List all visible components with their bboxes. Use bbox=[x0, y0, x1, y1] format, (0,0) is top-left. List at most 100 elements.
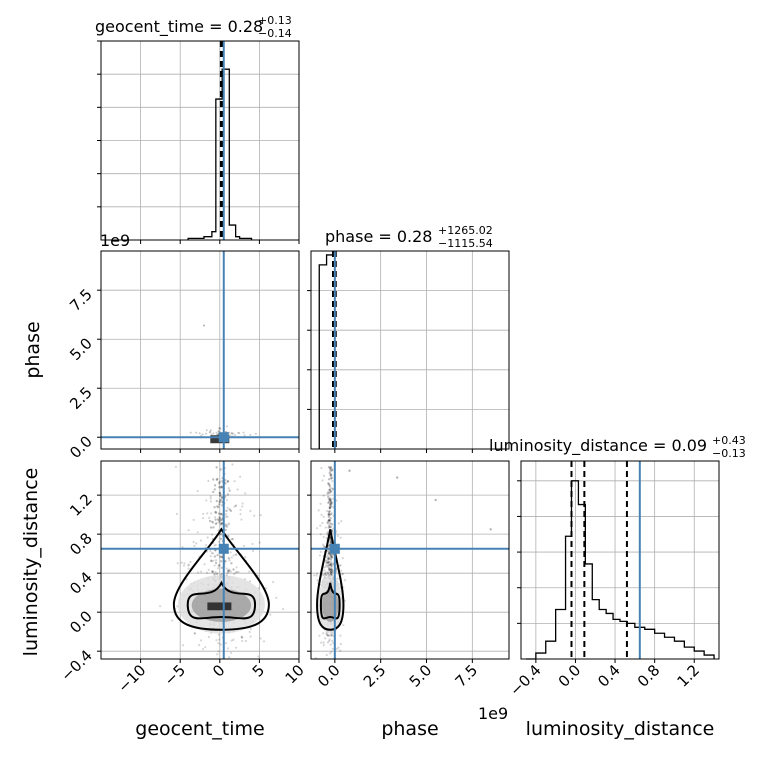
scatter-phase-vs-geocent-time-sample-point-18 bbox=[232, 432, 235, 435]
scatter-phase-vs-geocent-time-sample-point-1 bbox=[254, 432, 257, 435]
scatter-luminosity-distance-vs-phase-sample-point-16 bbox=[330, 564, 333, 567]
scatter-luminosity-distance-vs-phase-sample-point-280 bbox=[330, 634, 333, 637]
scatter-luminosity-distance-vs-geocent-time-column-point-10 bbox=[219, 512, 223, 516]
scatter-luminosity-distance-vs-geocent-time-sample-point-40 bbox=[180, 561, 183, 564]
scatter-luminosity-distance-vs-geocent-time-sample-point-64 bbox=[217, 633, 220, 636]
scatter-luminosity-distance-vs-phase-outlier-3 bbox=[348, 469, 351, 472]
scatter-luminosity-distance-vs-phase-xtick-label-2: 5.0 bbox=[406, 661, 436, 691]
scatter-luminosity-distance-vs-geocent-time-sample-point-214 bbox=[228, 557, 231, 560]
scatter-luminosity-distance-vs-phase-column-point-118 bbox=[329, 513, 332, 516]
scatter-luminosity-distance-vs-phase-column-point-105 bbox=[328, 506, 332, 509]
scatter-luminosity-distance-vs-phase-column-point-131 bbox=[331, 487, 335, 491]
scatter-luminosity-distance-vs-geocent-time-sample-point-59 bbox=[220, 572, 224, 576]
scatter-luminosity-distance-vs-geocent-time-sample-point-228 bbox=[202, 512, 205, 515]
scatter-luminosity-distance-vs-phase-column-point-117 bbox=[329, 570, 333, 574]
scatter-luminosity-distance-vs-geocent-time-sample-point-369 bbox=[239, 512, 242, 516]
scatter-luminosity-distance-vs-geocent-time-column-point-35 bbox=[218, 486, 221, 489]
scatter-luminosity-distance-vs-geocent-time-sample-point-316 bbox=[176, 562, 179, 565]
scatter-luminosity-distance-vs-geocent-time-sample-point-156 bbox=[231, 463, 234, 466]
scatter-luminosity-distance-vs-phase-sample-point-332 bbox=[323, 569, 326, 572]
scatter-luminosity-distance-vs-phase-column-point-125 bbox=[328, 568, 331, 572]
scatter-luminosity-distance-vs-phase-sample-point-0 bbox=[331, 569, 335, 572]
scatter-luminosity-distance-vs-geocent-time-sample-point-2 bbox=[237, 570, 240, 574]
scatter-luminosity-distance-vs-geocent-time-xtick-label-0: −10 bbox=[114, 661, 149, 696]
scatter-luminosity-distance-vs-geocent-time-sample-point-36 bbox=[216, 653, 219, 656]
scatter-luminosity-distance-vs-phase-sample-point-345 bbox=[326, 555, 329, 558]
scatter-luminosity-distance-vs-geocent-time-sample-point-37 bbox=[236, 488, 239, 491]
scatter-luminosity-distance-vs-phase-column-point-82 bbox=[328, 568, 332, 572]
scatter-luminosity-distance-vs-geocent-time-column-point-134 bbox=[234, 553, 238, 556]
scatter-luminosity-distance-vs-geocent-time-sample-point-103 bbox=[174, 465, 178, 468]
scatter-luminosity-distance-vs-geocent-time-sample-point-225 bbox=[218, 563, 221, 567]
scatter-luminosity-distance-vs-geocent-time-sample-point-78 bbox=[181, 644, 185, 647]
scatter-phase-vs-geocent-time-sample-point-57 bbox=[229, 434, 232, 437]
scatter-luminosity-distance-vs-geocent-time-column-point-30 bbox=[218, 516, 221, 519]
scatter-luminosity-distance-vs-phase-column-point-71 bbox=[328, 484, 331, 487]
scatter-luminosity-distance-vs-geocent-time-column-point-95 bbox=[216, 505, 219, 508]
scatter-luminosity-distance-vs-geocent-time-column-point-136 bbox=[227, 569, 231, 573]
scatter-luminosity-distance-vs-geocent-time-sample-point-246 bbox=[210, 533, 214, 536]
scatter-luminosity-distance-vs-phase-sample-point-8 bbox=[322, 474, 326, 477]
scatter-luminosity-distance-vs-geocent-time-xtick-label-4: 10 bbox=[282, 661, 308, 687]
scatter-luminosity-distance-vs-phase-sample-point-193 bbox=[329, 570, 332, 574]
scatter-luminosity-distance-vs-phase-column-point-13 bbox=[328, 519, 331, 522]
scatter-luminosity-distance-vs-geocent-time-sample-point-268 bbox=[192, 518, 195, 521]
scatter-luminosity-distance-vs-geocent-time-column-point-46 bbox=[226, 480, 229, 483]
scatter-luminosity-distance-vs-phase-sample-point-108 bbox=[331, 479, 334, 483]
scatter-luminosity-distance-vs-geocent-time-sample-point-44 bbox=[229, 570, 232, 573]
scatter-phase-vs-geocent-time-sample-point-13 bbox=[218, 427, 221, 430]
scatter-luminosity-distance-vs-phase-column-point-11 bbox=[330, 502, 333, 505]
scatter-luminosity-distance-vs-geocent-time-sample-point-234 bbox=[214, 561, 218, 564]
scatter-luminosity-distance-vs-phase-column-point-58 bbox=[327, 512, 331, 516]
scatter-luminosity-distance-vs-phase-column-point-57 bbox=[329, 490, 332, 493]
scatter-luminosity-distance-vs-phase-xtick-label-1: 2.5 bbox=[360, 661, 390, 691]
scatter-luminosity-distance-vs-phase-sample-point-94 bbox=[331, 647, 334, 650]
scatter-luminosity-distance-vs-geocent-time-column-point-5 bbox=[226, 480, 230, 483]
title-phase-minus: −1115.54 bbox=[438, 237, 493, 250]
scatter-luminosity-distance-vs-phase-column-point-22 bbox=[326, 561, 329, 565]
scatter-luminosity-distance-vs-geocent-time-sample-point-367 bbox=[199, 539, 203, 542]
scatter-luminosity-distance-vs-geocent-time-sample-point-354 bbox=[232, 568, 235, 571]
scatter-luminosity-distance-vs-geocent-time-sample-point-244 bbox=[230, 639, 233, 642]
scatter-luminosity-distance-vs-phase-sample-point-40 bbox=[341, 557, 344, 560]
scatter-luminosity-distance-vs-geocent-time-column-point-99 bbox=[218, 494, 222, 498]
scatter-luminosity-distance-vs-geocent-time-sample-point-8 bbox=[239, 508, 242, 512]
scatter-luminosity-distance-vs-geocent-time-sample-point-49 bbox=[199, 570, 203, 573]
scatter-luminosity-distance-vs-phase-column-point-99 bbox=[329, 553, 333, 556]
scatter-luminosity-distance-vs-phase-sample-point-4 bbox=[336, 577, 339, 580]
scatter-luminosity-distance-vs-geocent-time-column-point-135 bbox=[214, 518, 217, 521]
scatter-phase-vs-geocent-time-sample-point-53 bbox=[219, 427, 222, 430]
scatter-luminosity-distance-vs-phase-sample-point-253 bbox=[325, 561, 328, 564]
scatter-luminosity-distance-vs-geocent-time-column-point-82 bbox=[224, 523, 228, 527]
scatter-luminosity-distance-vs-geocent-time-column-point-41 bbox=[219, 498, 223, 502]
scatter-luminosity-distance-vs-geocent-time-sample-point-20 bbox=[206, 536, 209, 539]
scatter-luminosity-distance-vs-geocent-time-column-point-51 bbox=[213, 488, 217, 491]
scatter-luminosity-distance-vs-phase-column-point-110 bbox=[329, 525, 332, 529]
scatter-phase-vs-geocent-time-sample-point-56 bbox=[242, 431, 245, 434]
scatter-luminosity-distance-vs-geocent-time-column-point-91 bbox=[220, 566, 224, 569]
scatter-luminosity-distance-vs-geocent-time-sample-point-341 bbox=[248, 580, 252, 583]
scatter-luminosity-distance-vs-phase-sample-point-185 bbox=[322, 535, 325, 539]
scatter-luminosity-distance-vs-phase-sample-point-293 bbox=[323, 545, 327, 549]
scatter-luminosity-distance-vs-phase-border bbox=[310, 460, 510, 660]
scatter-luminosity-distance-vs-phase-column-point-70 bbox=[329, 517, 332, 520]
scatter-luminosity-distance-vs-phase-column-point-104 bbox=[330, 476, 333, 479]
scatter-luminosity-distance-vs-phase-sample-point-360 bbox=[327, 556, 331, 559]
scatter-phase-vs-geocent-time-ytick-label-1: 2.5 bbox=[66, 383, 96, 413]
scatter-luminosity-distance-vs-geocent-time-sample-point-333 bbox=[241, 636, 244, 639]
scatter-luminosity-distance-vs-geocent-time-sample-point-294 bbox=[210, 520, 214, 523]
scatter-luminosity-distance-vs-phase-column-point-88 bbox=[329, 466, 333, 469]
scatter-luminosity-distance-vs-phase-sample-point-316 bbox=[316, 579, 319, 582]
scatter-luminosity-distance-vs-geocent-time-sample-point-181 bbox=[241, 505, 244, 508]
scatter-luminosity-distance-vs-geocent-time-sample-point-38 bbox=[182, 564, 186, 567]
scatter-luminosity-distance-vs-phase-sample-point-213 bbox=[330, 554, 333, 557]
scatter-luminosity-distance-vs-phase-column-point-27 bbox=[327, 568, 331, 571]
scatter-luminosity-distance-vs-geocent-time-column-point-118 bbox=[220, 512, 223, 516]
scatter-luminosity-distance-vs-geocent-time-column-point-81 bbox=[225, 509, 228, 513]
scatter-luminosity-distance-vs-geocent-time-sample-point-6 bbox=[209, 500, 213, 503]
scatter-luminosity-distance-vs-geocent-time-sample-point-344 bbox=[228, 656, 231, 659]
scatter-luminosity-distance-vs-geocent-time-sample-point-189 bbox=[275, 596, 278, 599]
scatter-luminosity-distance-vs-phase-sample-point-47 bbox=[330, 570, 333, 573]
scatter-luminosity-distance-vs-phase-sample-point-291 bbox=[327, 491, 330, 494]
scatter-luminosity-distance-vs-phase-column-point-46 bbox=[328, 471, 331, 474]
